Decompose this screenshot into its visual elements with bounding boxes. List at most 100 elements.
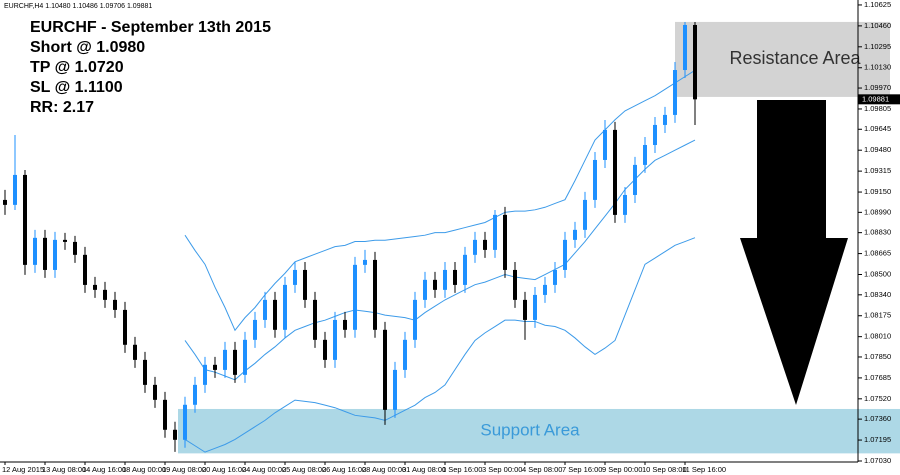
- candle-body: [413, 299, 417, 340]
- x-tick-label: 19 Aug 08:00: [162, 465, 206, 474]
- candle-body: [463, 254, 467, 285]
- band-line: [184, 69, 696, 332]
- y-tick-label: 1.08665: [864, 249, 891, 258]
- candle-body: [363, 259, 367, 265]
- y-tick-label: 1.09480: [864, 145, 891, 154]
- x-tick-label: 11 Sep 16:00: [682, 465, 726, 474]
- header: EURCHF,H4 1.10480 1.10486 1.09706 1.0988…: [4, 3, 152, 10]
- x-tick-label: 9 Sep 00:00: [602, 465, 642, 474]
- candle-body: [673, 70, 677, 115]
- candle-body: [273, 299, 277, 330]
- y-tick-label: 1.10625: [864, 0, 891, 9]
- x-tick-label: 12 Aug 2015: [2, 465, 44, 474]
- candle-body: [193, 384, 197, 405]
- candle-body: [33, 237, 37, 265]
- y-tick-label: 1.07195: [864, 435, 891, 444]
- candle-body: [373, 259, 377, 330]
- candle-body: [303, 269, 307, 300]
- candle-body: [453, 269, 457, 285]
- candle-body: [143, 359, 147, 385]
- candle-body: [123, 309, 127, 345]
- candle-body: [93, 284, 97, 290]
- candle-body: [43, 237, 47, 270]
- x-tick-label: 20 Aug 16:00: [202, 465, 246, 474]
- candle-body: [643, 144, 647, 165]
- candle-body: [313, 299, 317, 340]
- annotation: EURCHF - September 13th 2015: [30, 19, 271, 36]
- candle-body: [243, 339, 247, 375]
- candle-body: [253, 319, 257, 340]
- candle-body: [583, 199, 587, 230]
- band-line: [184, 237, 696, 453]
- x-tick-label: 28 Aug 00:00: [362, 465, 406, 474]
- candle-body: [663, 114, 667, 125]
- candle-body: [343, 319, 347, 330]
- x-tick-label: 1 Sep 16:00: [442, 465, 482, 474]
- candle-body: [233, 349, 237, 375]
- candle-body: [633, 164, 637, 195]
- zone-label: Resistance Area: [729, 48, 861, 68]
- candle-body: [173, 429, 177, 440]
- candle-body: [163, 399, 167, 430]
- candle-body: [593, 159, 597, 200]
- candle-body: [503, 214, 507, 270]
- candle-body: [523, 299, 527, 320]
- x-tick-label: 10 Sep 08:00: [642, 465, 687, 474]
- y-tick-label: 1.10130: [864, 63, 891, 72]
- candle-body: [263, 299, 267, 320]
- y-tick-label: 1.08990: [864, 207, 891, 216]
- x-tick-label: 4 Sep 08:00: [522, 465, 562, 474]
- y-tick-label: 1.07685: [864, 373, 891, 382]
- candle-body: [53, 239, 57, 270]
- candle-body: [73, 241, 77, 255]
- candle-body: [353, 264, 357, 330]
- candle-body: [213, 364, 217, 370]
- y-tick-label: 1.09645: [864, 124, 891, 133]
- candle-body: [393, 369, 397, 410]
- annotation: Short @ 1.0980: [30, 39, 145, 56]
- zone-label: Support Area: [480, 421, 580, 440]
- y-tick-label: 1.08340: [864, 290, 891, 299]
- candle-body: [603, 129, 607, 160]
- candle-body: [103, 289, 107, 300]
- annotation: TP @ 1.0720: [30, 59, 124, 76]
- candle-body: [203, 364, 207, 385]
- candle-body: [23, 174, 27, 265]
- price-tag: [858, 94, 900, 105]
- y-tick-label: 1.08175: [864, 311, 891, 320]
- candle-body: [563, 239, 567, 270]
- plot: [3, 21, 697, 453]
- y-tick-label: 1.09805: [864, 104, 891, 113]
- candle-body: [323, 339, 327, 360]
- x-tick-label: 7 Sep 16:00: [562, 465, 602, 474]
- x-tick-label: 3 Sep 00:00: [482, 465, 522, 474]
- zones: Resistance Area Support Area: [178, 21, 900, 454]
- price-tag-label: 1.09881: [862, 94, 889, 103]
- candle-body: [183, 404, 187, 440]
- x-tick-label: 14 Aug 16:00: [82, 465, 126, 474]
- candle-body: [573, 229, 577, 240]
- candle-body: [383, 329, 387, 410]
- candle-body: [513, 269, 517, 300]
- band-line: [184, 139, 696, 381]
- candle-body: [483, 239, 487, 250]
- candle-body: [423, 279, 427, 300]
- y-tick-label: 1.07030: [864, 456, 891, 465]
- y-tick-label: 1.09970: [864, 83, 891, 92]
- x-tick-label: 26 Aug 16:00: [322, 465, 366, 474]
- candle-body: [223, 349, 227, 370]
- candle-body: [493, 214, 497, 250]
- x-tick-label: 24 Aug 00:00: [242, 465, 286, 474]
- annotation: RR: 2.17: [30, 99, 94, 116]
- y-tick-label: 1.10460: [864, 21, 891, 30]
- candle-body: [433, 279, 437, 290]
- candle-body: [153, 384, 157, 400]
- candle-body: [83, 254, 87, 285]
- candle-body: [133, 344, 137, 360]
- down-arrow: [740, 100, 848, 405]
- annotation: SL @ 1.1100: [30, 79, 123, 96]
- candle-body: [113, 299, 117, 310]
- candle-body: [553, 269, 557, 285]
